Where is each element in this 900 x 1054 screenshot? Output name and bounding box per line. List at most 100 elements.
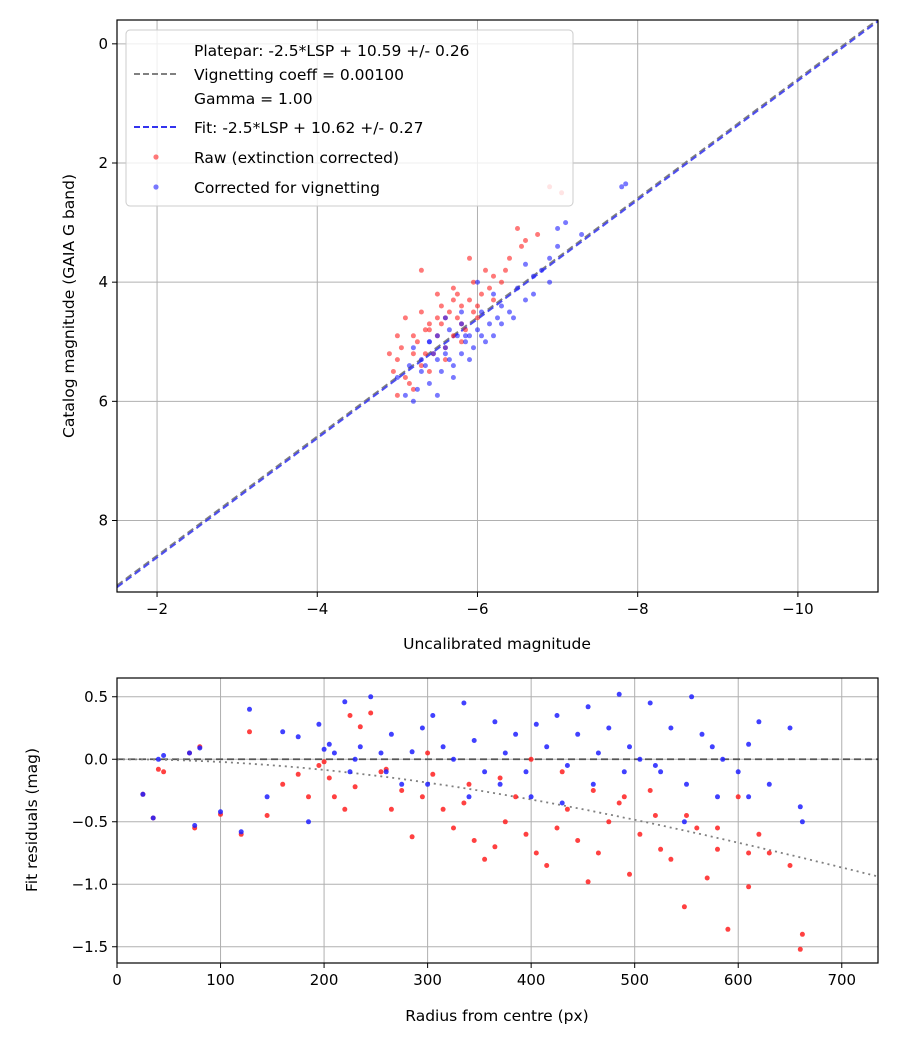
corrected-point [459,321,464,327]
corrected-point [547,279,553,285]
corrected-point [394,375,400,380]
raw-point [155,766,161,772]
legend-box [125,29,574,207]
corrected-point [426,381,432,386]
raw-point [519,243,524,249]
raw-point [621,794,627,800]
raw-point [533,850,539,856]
raw-point [467,255,472,261]
corrected-point [499,303,504,309]
raw-point [746,850,752,856]
raw-point [398,345,404,351]
raw-point [694,825,700,831]
raw-point [503,267,508,273]
raw-point [450,297,456,303]
corrected-point [627,744,632,750]
corrected-point [523,297,528,303]
raw-point [422,351,428,357]
corrected-point [619,184,625,190]
corrected-point [368,694,374,700]
corrected-point [419,725,425,731]
corrected-point [709,744,715,750]
raw-point [410,386,416,392]
raw-point [357,724,363,730]
raw-point [426,327,432,333]
raw-point [399,788,405,793]
corrected-point [479,309,484,315]
corrected-point [451,756,456,762]
y-tick-label: 6 [98,392,108,410]
y-tick-label: 2 [98,154,108,172]
corrected-point [352,756,358,762]
corrected-point [533,721,539,727]
corrected-point [797,804,803,810]
corrected-point [491,291,496,297]
vignetting-curve [117,758,878,878]
corrected-point [720,756,726,762]
corrected-point [406,363,412,369]
corrected-point [442,345,448,351]
corrected-point [799,819,805,825]
raw-point [347,713,353,718]
raw-point [766,850,772,856]
x-tick-label: 100 [206,971,235,989]
raw-point [502,819,508,825]
raw-point [471,838,477,843]
x-tick-label: −6 [466,600,488,618]
raw-point [394,333,400,339]
legend-fit-label: Fit: -2.5*LSP + 10.62 +/- 0.27 [194,119,424,137]
y-tick-label: 0.0 [84,750,108,768]
y-tick-label: 0 [98,35,108,53]
corrected-point [487,321,492,327]
corrected-point [316,721,322,727]
raw-point [247,729,252,735]
corrected-point [554,713,560,718]
corrected-point [483,339,488,345]
corrected-point [471,345,476,351]
corrected-point [446,327,452,333]
raw-point [513,794,519,800]
raw-point [559,769,565,775]
raw-point [454,315,460,321]
raw-point [715,825,720,831]
raw-point [434,291,440,297]
legend-gamma-label: Gamma = 1.00 [194,90,313,108]
calibration-plot: −2 −4 −6 −8 −10 0 2 4 6 8 Uncalibrated magnitude… [60,19,879,653]
bottom-x-ticks: 0 100 200 300 400 500 600 700 [112,963,856,989]
raw-point [446,309,452,315]
corrected-point [402,392,408,398]
raw-point [681,904,687,910]
raw-point [390,369,396,374]
corrected-point [414,386,420,392]
corrected-point [499,321,504,327]
x-tick-label: −8 [627,600,649,618]
corrected-point [430,351,436,357]
raw-point [378,769,384,775]
corrected-point [513,731,519,737]
corrected-point [523,261,528,267]
corrected-point [422,363,428,369]
raw-point [479,291,484,297]
raw-point [590,788,596,793]
corrected-point [197,745,203,751]
legend-raw-label: Raw (extinction corrected) [194,149,399,167]
raw-point [499,279,504,285]
raw-point [467,297,472,303]
corrected-point [497,781,503,787]
corrected-point [590,781,596,787]
raw-point [459,303,464,309]
raw-point [523,238,528,243]
raw-point [491,297,496,303]
raw-point [544,863,550,868]
corrected-point [450,375,456,380]
corrected-point [684,781,689,787]
raw-point [735,794,741,800]
corrected-point [681,819,687,825]
raw-point [684,813,689,818]
legend: Platepar: -2.5*LSP + 10.59 +/- 0.26 Vign… [125,29,574,207]
corrected-point [430,713,436,718]
corrected-point [715,794,720,800]
corrected-point [766,781,772,787]
corrected-point [637,756,643,762]
raw-point [352,784,358,790]
